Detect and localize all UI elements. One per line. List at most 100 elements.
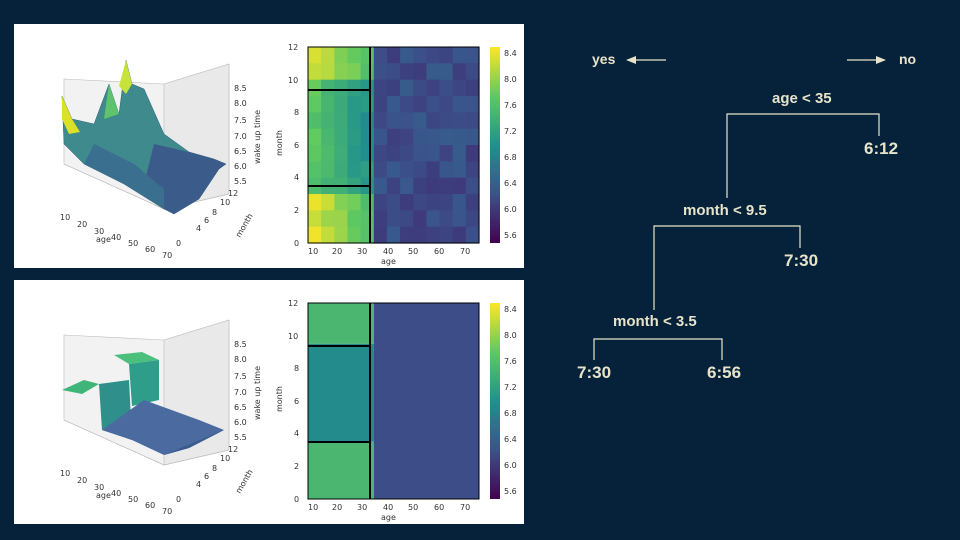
heatmap-cell bbox=[347, 112, 362, 130]
heatmap-cell bbox=[373, 145, 388, 162]
y-tick: 12 bbox=[228, 189, 238, 198]
heatmap-cell bbox=[321, 128, 335, 146]
y-tick: 10 bbox=[220, 198, 230, 207]
y-tick: 4 bbox=[196, 224, 201, 233]
y-tick: 8 bbox=[212, 464, 217, 473]
bottom-chart-panel: 10 20 30 40 50 60 70 age 0 4 6 8 10 12 m… bbox=[14, 280, 524, 524]
heatmap-region bbox=[308, 343, 374, 442]
heatmap-cell bbox=[452, 96, 467, 113]
heatmap-cell bbox=[373, 112, 388, 130]
colorbar bbox=[490, 303, 500, 499]
colorbar-tick: 6.0 bbox=[504, 461, 517, 470]
heatmap-cell bbox=[465, 112, 480, 130]
heatmap-cell bbox=[373, 79, 388, 97]
heatmap-cell bbox=[308, 161, 322, 179]
heatmap-cell bbox=[439, 63, 454, 81]
heatmap-cell bbox=[452, 194, 467, 211]
heatmap-cell bbox=[360, 226, 375, 244]
heatmap-cell bbox=[465, 145, 480, 162]
heatmap-cell bbox=[439, 96, 454, 113]
heatmap-cell bbox=[360, 128, 375, 146]
heatmap-cell bbox=[308, 226, 322, 244]
heatmap-cell bbox=[452, 63, 467, 81]
heatmap-cell bbox=[334, 79, 349, 97]
heatmap-cell bbox=[452, 161, 467, 179]
heatmap-cell bbox=[308, 112, 322, 130]
heatmap-cell bbox=[465, 63, 480, 81]
heatmap-cell bbox=[347, 79, 362, 97]
heatmap-cell bbox=[465, 226, 480, 244]
heatmap-cell bbox=[360, 161, 375, 179]
heatmap-cell bbox=[334, 161, 349, 179]
condition-month-3-5: month < 3.5 bbox=[613, 313, 697, 330]
heatmap-cell bbox=[308, 145, 322, 162]
heatmap-cell bbox=[386, 226, 401, 244]
heatmap-cell bbox=[400, 194, 414, 211]
heatmap-cell bbox=[426, 210, 441, 228]
heatmap-cell bbox=[413, 112, 427, 130]
heatmap-cell bbox=[347, 194, 362, 211]
heatmap-cell bbox=[386, 79, 401, 97]
x-tick: 40 bbox=[383, 247, 393, 256]
y-tick: 6 bbox=[204, 472, 209, 481]
heatmap-cell bbox=[400, 177, 414, 195]
y-tick: 8 bbox=[294, 108, 299, 117]
heatmap-cell bbox=[413, 194, 427, 211]
heatmap-cell bbox=[347, 63, 362, 81]
y-tick: 6 bbox=[294, 141, 299, 150]
heatmap-cell bbox=[308, 63, 322, 81]
colorbar-tick: 6.4 bbox=[504, 435, 517, 444]
x-tick: 30 bbox=[94, 227, 104, 236]
x-tick: 70 bbox=[162, 507, 172, 516]
y-tick: 4 bbox=[294, 429, 299, 438]
heatmap-cell bbox=[360, 210, 375, 228]
colorbar-tick: 7.6 bbox=[504, 357, 517, 366]
heatmap-cell bbox=[452, 79, 467, 97]
x-tick: 10 bbox=[60, 469, 70, 478]
heatmap-cell bbox=[400, 79, 414, 97]
x-tick: 40 bbox=[111, 489, 121, 498]
heatmap-cell bbox=[452, 128, 467, 146]
colorbar-tick: 8.4 bbox=[504, 49, 517, 58]
x-tick: 20 bbox=[332, 247, 342, 256]
heatmap-cell bbox=[373, 210, 388, 228]
leaf-value: 6:12 bbox=[864, 139, 899, 158]
y-tick: 10 bbox=[288, 76, 298, 85]
z-tick: 7.5 bbox=[234, 116, 247, 125]
heatmap-cell bbox=[400, 145, 414, 162]
heatmap-cell bbox=[321, 226, 335, 244]
heatmap-cell bbox=[465, 47, 480, 64]
y-tick: 0 bbox=[294, 495, 299, 504]
y-tick: 10 bbox=[288, 332, 298, 341]
heatmap-cell bbox=[400, 96, 414, 113]
z-tick: 5.5 bbox=[234, 177, 247, 186]
x-axis-label: age bbox=[381, 257, 396, 266]
heatmap-cell bbox=[426, 128, 441, 146]
x-tick: 70 bbox=[460, 503, 470, 512]
heatmap-cell bbox=[426, 145, 441, 162]
z-tick: 8.0 bbox=[234, 355, 247, 364]
heatmap-cell bbox=[439, 177, 454, 195]
heatmap-cell bbox=[373, 128, 388, 146]
y-axis-label: month bbox=[275, 386, 284, 412]
heatmap-cell bbox=[360, 96, 375, 113]
heatmap-region bbox=[308, 441, 374, 499]
heatmap-cell bbox=[413, 161, 427, 179]
heatmap-cell bbox=[347, 226, 362, 244]
condition-month-9-5: month < 9.5 bbox=[683, 202, 767, 219]
y-tick: 10 bbox=[220, 454, 230, 463]
heatmap-cell bbox=[386, 96, 401, 113]
x-tick: 30 bbox=[357, 503, 367, 512]
heatmap-cell bbox=[413, 177, 427, 195]
heatmap-cell bbox=[386, 210, 401, 228]
z-tick: 6.0 bbox=[234, 418, 247, 427]
heatmap-region bbox=[308, 303, 374, 344]
heatmap-cell bbox=[321, 194, 335, 211]
heatmap-cell bbox=[373, 161, 388, 179]
bottom-surface-3d-plot: 10 20 30 40 50 60 70 age 0 4 6 8 10 12 m… bbox=[60, 319, 262, 516]
leaf-value: 7:30 bbox=[784, 251, 819, 270]
x-tick: 60 bbox=[434, 247, 444, 256]
heatmap-region bbox=[373, 303, 479, 499]
heatmap-cell bbox=[308, 210, 322, 228]
heatmap-cell bbox=[465, 79, 480, 97]
